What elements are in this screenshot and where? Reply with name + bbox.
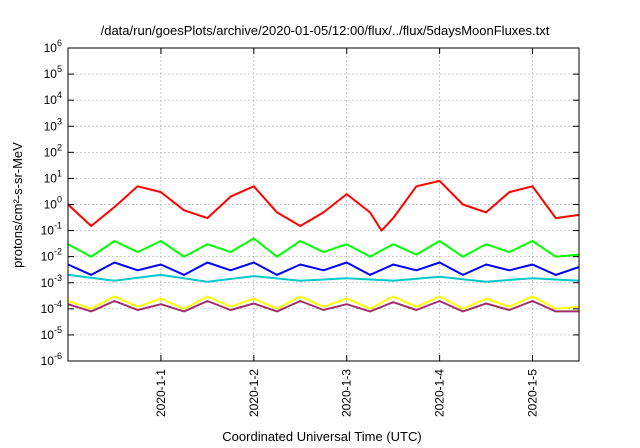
x-tick-label: 2020-1-4 — [433, 369, 447, 417]
tick-layer: 10-610-510-410-310-210-11001011021031041… — [41, 38, 579, 417]
series-line-4 — [67, 295, 580, 310]
x-tick-label: 2020-1-2 — [247, 369, 261, 417]
x-tick-label: 2020-1-1 — [154, 369, 168, 417]
series-line-0 — [67, 179, 580, 232]
y-tick-label: 100 — [44, 195, 62, 212]
grid — [68, 48, 579, 361]
y-tick-label: 104 — [44, 90, 62, 107]
y-tick-label: 10-6 — [41, 351, 62, 368]
y-tick-exponent: 5 — [57, 64, 62, 74]
y-tick-exponent: -4 — [54, 299, 62, 309]
y-tick-label: 10-2 — [41, 247, 62, 264]
y-tick-base: 10 — [44, 198, 58, 212]
y-tick-base: 10 — [44, 93, 58, 107]
y-tick-base: 10 — [41, 302, 55, 316]
y-tick-exponent: 3 — [57, 116, 62, 126]
x-tick-label: 2020-1-5 — [526, 369, 540, 417]
y-tick-exponent: -1 — [54, 221, 62, 231]
y-tick-base: 10 — [44, 41, 58, 55]
y-tick-label: 10-3 — [41, 273, 62, 290]
y-tick-base: 10 — [44, 67, 58, 81]
y-tick-base: 10 — [41, 354, 55, 368]
y-axis-label: protons/cm²-s-sr-MeV — [10, 142, 25, 268]
x-axis-label: Coordinated Universal Time (UTC) — [222, 429, 421, 444]
y-tick-base: 10 — [41, 224, 55, 238]
series-line-3 — [67, 273, 580, 283]
y-tick-base: 10 — [41, 328, 55, 342]
y-tick-base: 10 — [41, 250, 55, 264]
y-tick-label: 101 — [44, 168, 62, 185]
y-tick-label: 106 — [44, 38, 62, 55]
series-line-5 — [67, 300, 579, 313]
y-tick-base: 10 — [41, 276, 55, 290]
y-tick-label: 102 — [44, 142, 62, 159]
y-tick-exponent: -2 — [54, 247, 62, 257]
x-tick-label: 2020-1-3 — [340, 369, 354, 417]
y-tick-label: 10-1 — [41, 221, 62, 238]
y-tick-exponent: 4 — [57, 90, 62, 100]
y-tick-base: 10 — [44, 119, 58, 133]
y-tick-exponent: 0 — [57, 195, 62, 205]
y-tick-label: 103 — [44, 116, 62, 133]
y-tick-exponent: 2 — [57, 142, 62, 152]
series-line-2 — [67, 261, 580, 276]
y-tick-base: 10 — [44, 145, 58, 159]
y-tick-base: 10 — [44, 171, 58, 185]
y-tick-exponent: -3 — [54, 273, 62, 283]
chart-title: /data/run/goesPlots/archive/2020-01-05/1… — [101, 23, 550, 38]
y-tick-label: 105 — [44, 64, 62, 81]
series-layer — [67, 179, 580, 313]
y-tick-label: 10-4 — [41, 299, 62, 316]
y-tick-exponent: 6 — [57, 38, 62, 48]
y-tick-exponent: -5 — [54, 325, 62, 335]
y-tick-label: 10-5 — [41, 325, 62, 342]
y-tick-exponent: 1 — [57, 168, 62, 178]
y-tick-exponent: -6 — [54, 351, 62, 361]
series-line-1 — [67, 237, 580, 258]
